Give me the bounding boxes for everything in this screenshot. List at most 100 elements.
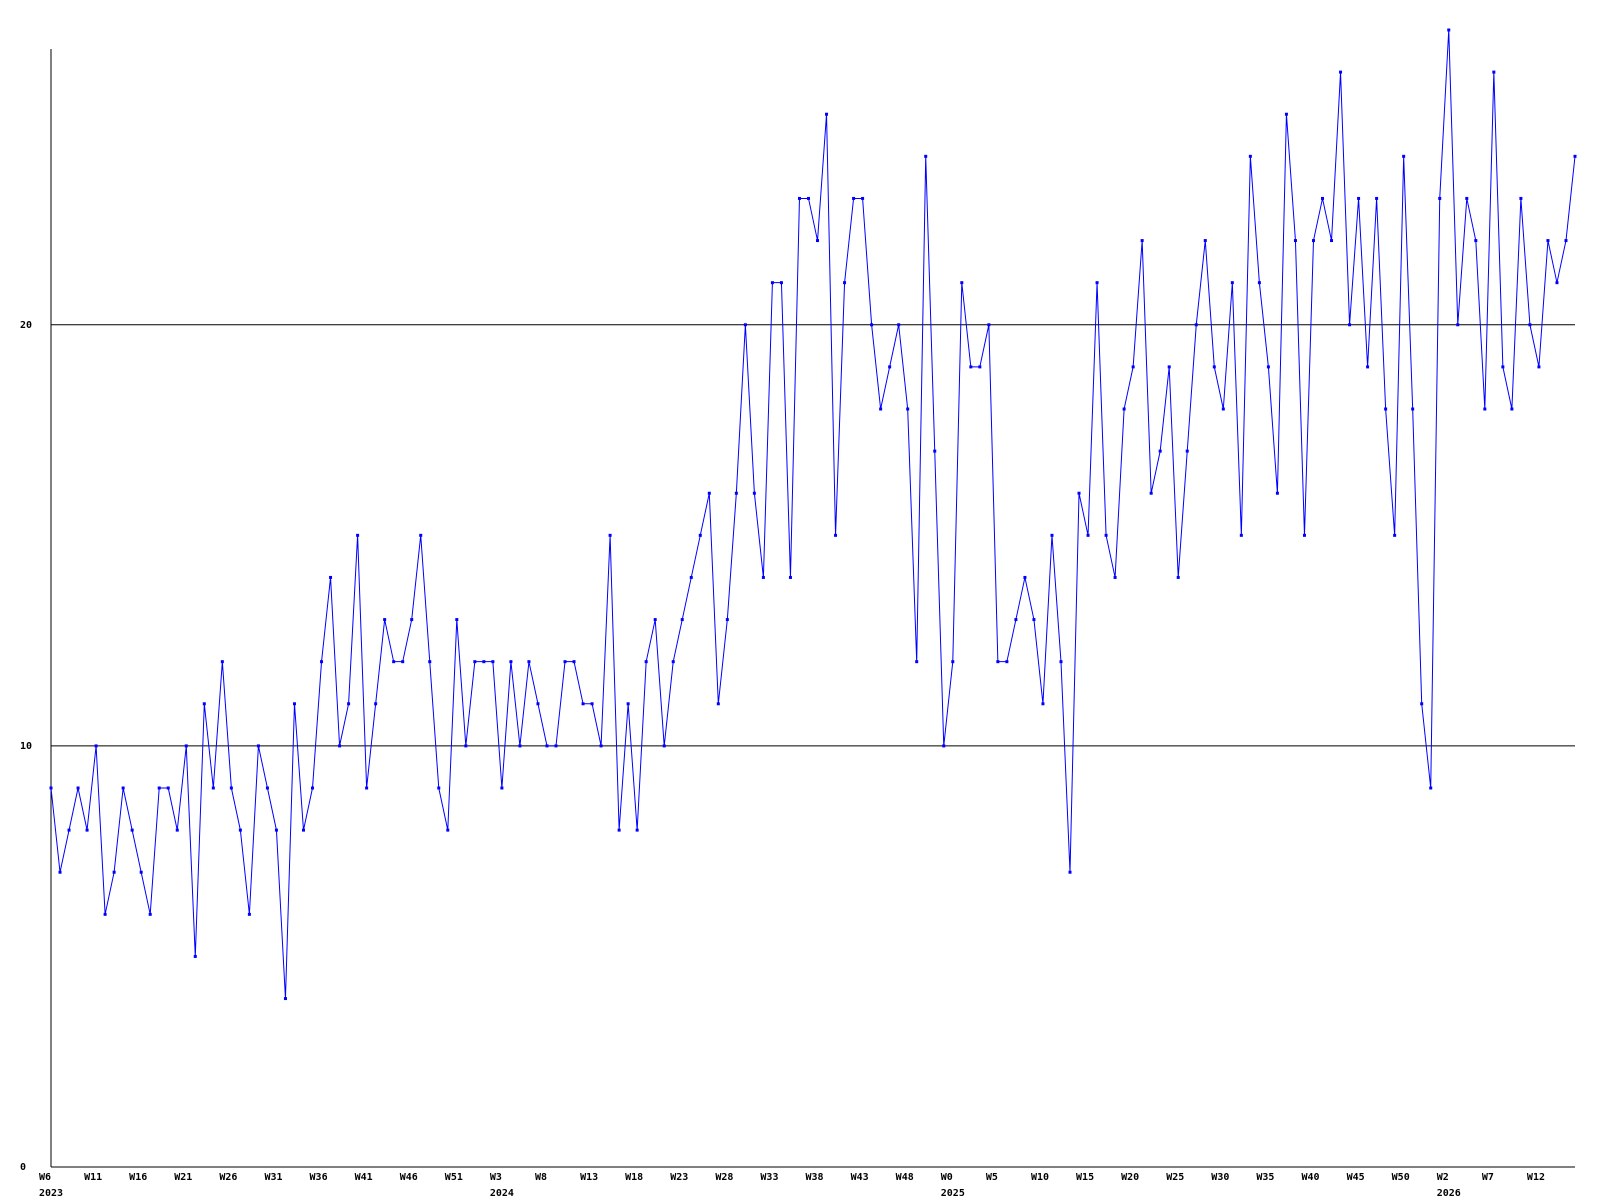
x-tick-label: W13 — [580, 1172, 598, 1183]
data-point — [302, 828, 305, 832]
data-point — [554, 744, 558, 748]
data-point — [247, 912, 251, 916]
data-point — [148, 912, 152, 916]
data-point — [698, 533, 702, 537]
data-point — [1149, 491, 1153, 495]
data-point — [725, 618, 729, 622]
y-tick-label: 0 — [20, 1162, 26, 1173]
data-point — [94, 744, 98, 748]
data-point — [1465, 196, 1469, 200]
data-point — [897, 323, 901, 327]
data-point — [888, 365, 892, 369]
data-point — [473, 660, 477, 664]
data-point — [1257, 281, 1261, 285]
data-point — [761, 575, 765, 579]
data-point — [852, 196, 856, 200]
x-tick-label: W30 — [1211, 1172, 1229, 1183]
data-point — [274, 828, 278, 832]
data-point — [1086, 533, 1090, 537]
data-point — [617, 828, 621, 832]
year-label: 2024 — [490, 1188, 514, 1199]
data-point — [320, 660, 324, 664]
data-point — [1483, 407, 1487, 411]
data-point — [816, 239, 820, 243]
data-point — [978, 365, 982, 369]
x-tick-label: W8 — [535, 1172, 547, 1183]
data-point — [1302, 533, 1306, 537]
data-point — [915, 660, 919, 664]
year-label: 2023 — [39, 1188, 63, 1199]
data-point — [1221, 407, 1225, 411]
data-point — [608, 533, 612, 537]
x-tick-label: W21 — [174, 1172, 192, 1183]
data-point — [599, 744, 603, 748]
year-label: 2026 — [1437, 1188, 1461, 1199]
data-point — [1185, 449, 1189, 453]
x-tick-label: W41 — [355, 1172, 373, 1183]
x-tick-label: W45 — [1347, 1172, 1365, 1183]
data-point — [942, 744, 946, 748]
data-point — [1050, 533, 1054, 537]
data-point — [175, 828, 179, 832]
data-point — [1203, 239, 1207, 243]
data-point — [1573, 154, 1577, 158]
data-point — [1248, 154, 1252, 158]
series-line — [50, 29, 1576, 999]
x-tick-label: W36 — [310, 1172, 328, 1183]
data-point — [157, 786, 161, 790]
data-point — [662, 744, 666, 748]
data-point — [1023, 575, 1027, 579]
data-point — [193, 954, 197, 958]
y-tick-labels: 0 10 20 — [20, 320, 32, 1173]
data-point — [401, 660, 405, 664]
x-tick-label: W48 — [896, 1172, 914, 1183]
data-point — [1366, 365, 1370, 369]
x-tick-label: W10 — [1031, 1172, 1049, 1183]
data-point — [1438, 196, 1442, 200]
data-point — [1122, 407, 1126, 411]
data-point — [464, 744, 468, 748]
data-point — [329, 575, 333, 579]
data-point — [292, 702, 296, 706]
data-point — [906, 407, 910, 411]
data-point — [1519, 196, 1523, 200]
data-point — [1420, 702, 1424, 706]
data-point — [626, 702, 630, 706]
data-point — [770, 281, 774, 285]
data-point — [1077, 491, 1081, 495]
data-point — [356, 533, 360, 537]
data-point — [1384, 407, 1388, 411]
data-point — [951, 660, 955, 664]
data-point — [924, 154, 928, 158]
data-point — [527, 660, 531, 664]
data-point — [202, 702, 206, 706]
data-point — [184, 744, 188, 748]
data-point — [1528, 323, 1532, 327]
data-point — [437, 786, 441, 790]
data-point — [987, 323, 991, 327]
x-tick-label: W26 — [219, 1172, 237, 1183]
x-tick-label: W2 — [1437, 1172, 1449, 1183]
data-point — [689, 575, 693, 579]
data-point — [1014, 618, 1018, 622]
x-tick-label: W50 — [1392, 1172, 1410, 1183]
data-point — [229, 786, 233, 790]
gridlines — [51, 324, 1575, 747]
data-point — [103, 912, 107, 916]
data-point — [1005, 660, 1009, 664]
data-point — [707, 491, 711, 495]
data-point — [680, 618, 684, 622]
data-point — [455, 618, 459, 622]
data-point — [1158, 449, 1162, 453]
data-point — [1095, 281, 1099, 285]
x-tick-label: W5 — [986, 1172, 998, 1183]
data-point — [1510, 407, 1514, 411]
data-point — [933, 449, 937, 453]
data-point — [843, 281, 847, 285]
x-tick-label: W12 — [1527, 1172, 1545, 1183]
data-point — [112, 870, 116, 874]
x-tick-label: W3 — [490, 1172, 502, 1183]
data-point — [870, 323, 874, 327]
data-point — [1068, 870, 1072, 874]
data-point — [1330, 239, 1334, 243]
